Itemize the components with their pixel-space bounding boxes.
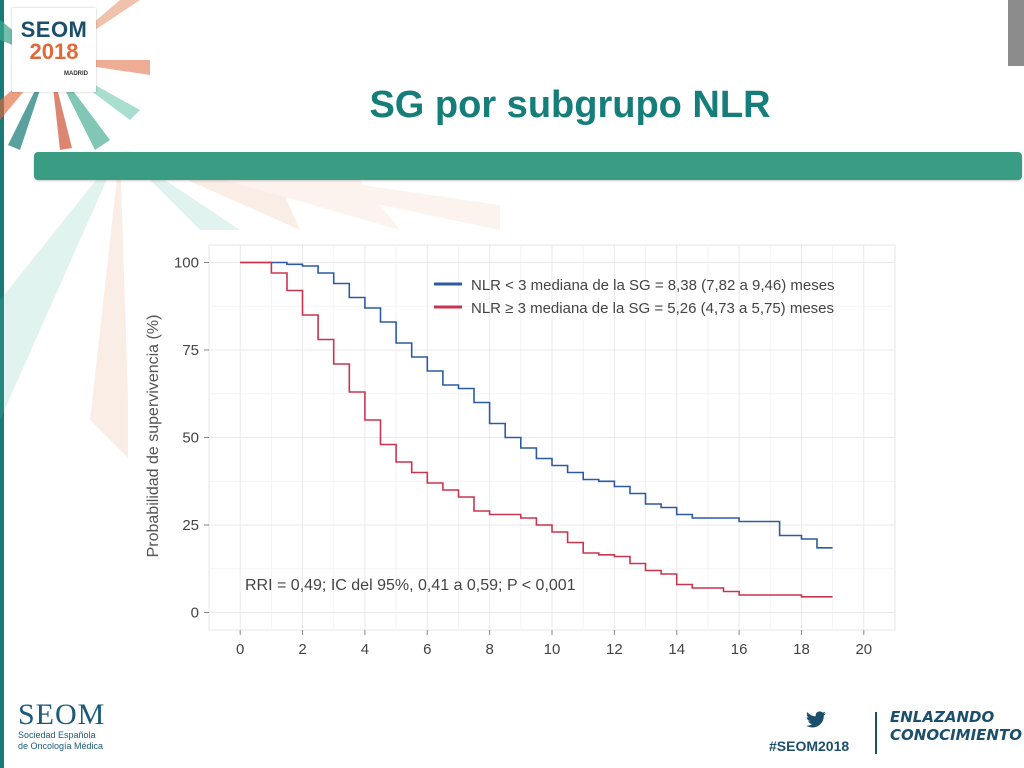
x-tick-labels: 0 2 4 6 8 10 12 14 16 18 20 [236, 630, 872, 658]
logo-year: 2018 [29, 39, 79, 64]
x-tick-label: 16 [731, 641, 748, 658]
x-tick-label: 8 [485, 641, 493, 658]
x-tick-label: 18 [793, 641, 810, 658]
series-line-0 [240, 261, 833, 549]
stats-annotation: RRI = 0,49; IC del 95%, 0,41 a 0,59; P <… [245, 577, 576, 594]
logo-name: SEOM [20, 17, 88, 42]
deco-ray-faint [0, 150, 120, 420]
deco-ray-faint [90, 150, 130, 460]
x-tick-label: 10 [544, 641, 561, 658]
grid [209, 245, 895, 630]
footer-org-line1: Sociedad Española [18, 730, 96, 740]
y-tick-label: 75 [182, 342, 199, 359]
series-lines [240, 261, 833, 598]
footer-org-line2: de Oncología Médica [18, 741, 104, 751]
x-tick-label: 2 [298, 641, 306, 658]
footer-divider [875, 712, 877, 754]
y-tick-label: 0 [191, 605, 199, 622]
footer-org-name: SEOM [18, 698, 106, 731]
series-line-1 [240, 261, 833, 598]
legend-label-red: NLR ≥ 3 mediana de la SG = 5,26 (4,73 a … [471, 300, 834, 317]
y-tick-label: 100 [174, 255, 199, 272]
legend: NLR < 3 mediana de la SG = 8,38 (7,82 a … [434, 277, 835, 317]
slogan-line1: ENLAZANDO [890, 708, 995, 726]
seom-2018-logo: SEOM 2018 MADRID [12, 8, 96, 92]
slide-title: SG por subgrupo NLR [369, 84, 771, 126]
logo-city: MADRID [64, 71, 88, 77]
x-tick-label: 20 [855, 641, 872, 658]
x-tick-label: 12 [606, 641, 623, 658]
x-tick-label: 0 [236, 641, 244, 658]
title-underline-bar [34, 152, 1022, 180]
x-tick-label: 4 [361, 641, 369, 658]
event-hashtag: #SEOM2018 [769, 738, 850, 754]
event-slogan: ENLAZANDO CONOCIMIENTO [890, 708, 1022, 744]
legend-label-blue: NLR < 3 mediana de la SG = 8,38 (7,82 a … [471, 277, 835, 294]
y-tick-label: 25 [182, 517, 199, 534]
slogan-line2: CONOCIMIENTO [890, 726, 1022, 744]
twitter-bird-icon [806, 711, 826, 728]
x-tick-label: 14 [668, 641, 685, 658]
y-tick-label: 50 [182, 430, 199, 447]
y-tick-labels: 0 25 50 75 100 [174, 255, 209, 622]
x-tick-label: 6 [423, 641, 431, 658]
slide-edge [0, 0, 4, 768]
corner-accent [1008, 0, 1024, 66]
seom-footer-logo: SEOM Sociedad Española de Oncología Médi… [18, 700, 128, 752]
y-axis-label: Probabilidad de supervivencia (%) [145, 315, 162, 558]
